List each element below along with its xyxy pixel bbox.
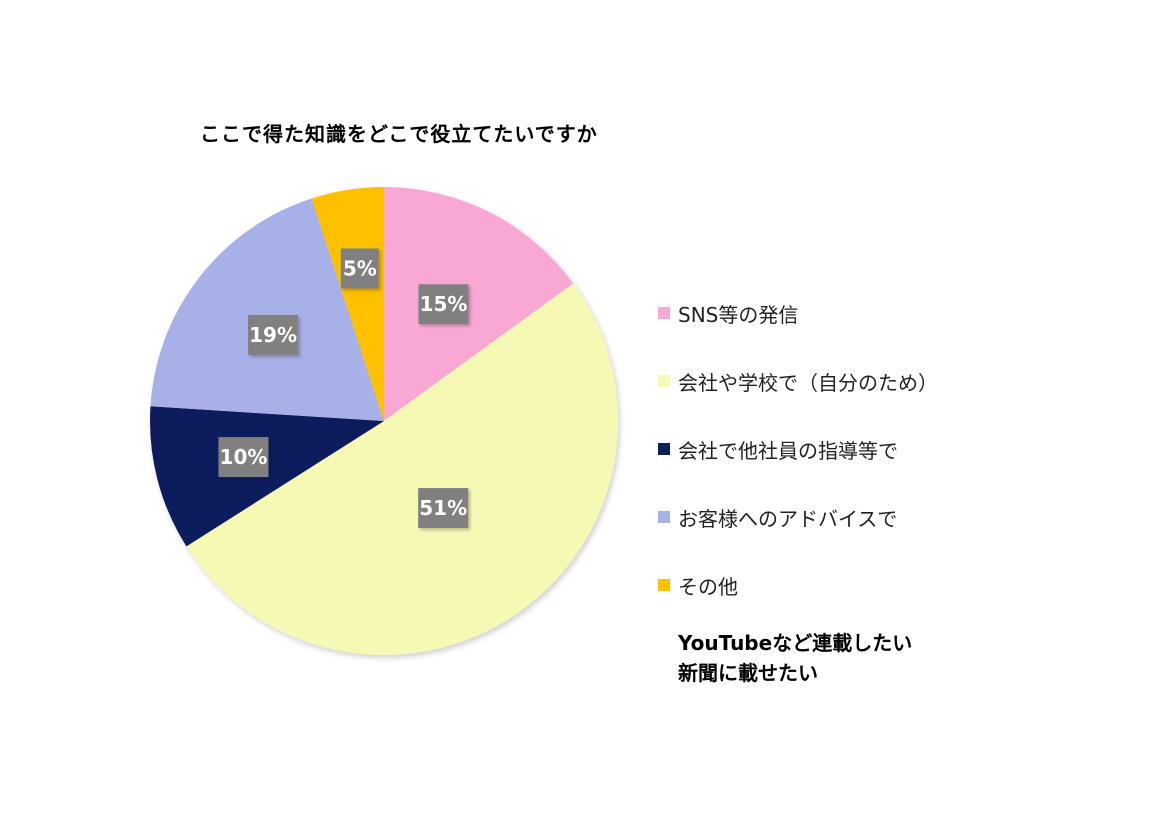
data-label: 15%: [418, 284, 469, 325]
legend-item: SNS等の発信: [658, 296, 938, 330]
chart-legend: SNS等の発信会社や学校で（自分のため） 会社で他社員の指導等で お客様へのアドバイ…: [658, 296, 938, 636]
legend-label: 会社や学校で（自分のため）: [678, 370, 938, 395]
data-label-box: [218, 437, 269, 478]
legend-label: お客様へのアドバイスで: [678, 506, 898, 531]
note-line-1: YouTubeなど連載したい: [678, 631, 913, 655]
data-label-text: 51%: [419, 496, 467, 520]
chart-title: ここで得た知識をどこで役立てたいですか: [200, 122, 598, 146]
legend-item: 会社で他社員の指導等で: [658, 432, 938, 466]
data-label-text: 10%: [220, 445, 268, 469]
data-label: 19%: [248, 314, 299, 355]
data-label-text: 15%: [420, 292, 468, 316]
legend-label: その他: [678, 574, 738, 599]
legend-label: 会社で他社員の指導等で: [678, 438, 898, 463]
pie-slice: [150, 198, 384, 421]
data-label: 5%: [340, 248, 379, 289]
pie-data-labels: 15% 51% 10% 19% 5%: [218, 248, 469, 529]
data-label-box: [418, 488, 469, 529]
pie-slice: [384, 187, 574, 421]
pie-slices: [150, 187, 618, 655]
pie-slice: [186, 283, 618, 655]
note-line-2: 新聞に載せたい: [678, 661, 818, 685]
legend-item: その他: [658, 568, 938, 602]
data-label-text: 5%: [343, 256, 377, 280]
legend-label: SNS等の発信: [678, 302, 799, 327]
pie-slice: [311, 187, 384, 421]
data-label-box: [248, 314, 299, 355]
legend-swatch: [658, 443, 670, 455]
legend-swatch: [658, 579, 670, 591]
data-label-text: 19%: [249, 323, 297, 347]
legend-swatch: [658, 511, 670, 523]
annotation-note: YouTubeなど連載したい 新聞に載せたい: [678, 628, 912, 688]
legend-item: 会社や学校で（自分のため）: [658, 364, 938, 398]
legend-swatch: [658, 307, 670, 319]
data-label: 10%: [218, 437, 269, 478]
data-label-box: [340, 248, 379, 289]
legend-swatch: [658, 375, 670, 387]
legend-item: お客様へのアドバイスで: [658, 500, 938, 534]
data-label-box: [418, 284, 469, 325]
data-label: 51%: [418, 488, 469, 529]
